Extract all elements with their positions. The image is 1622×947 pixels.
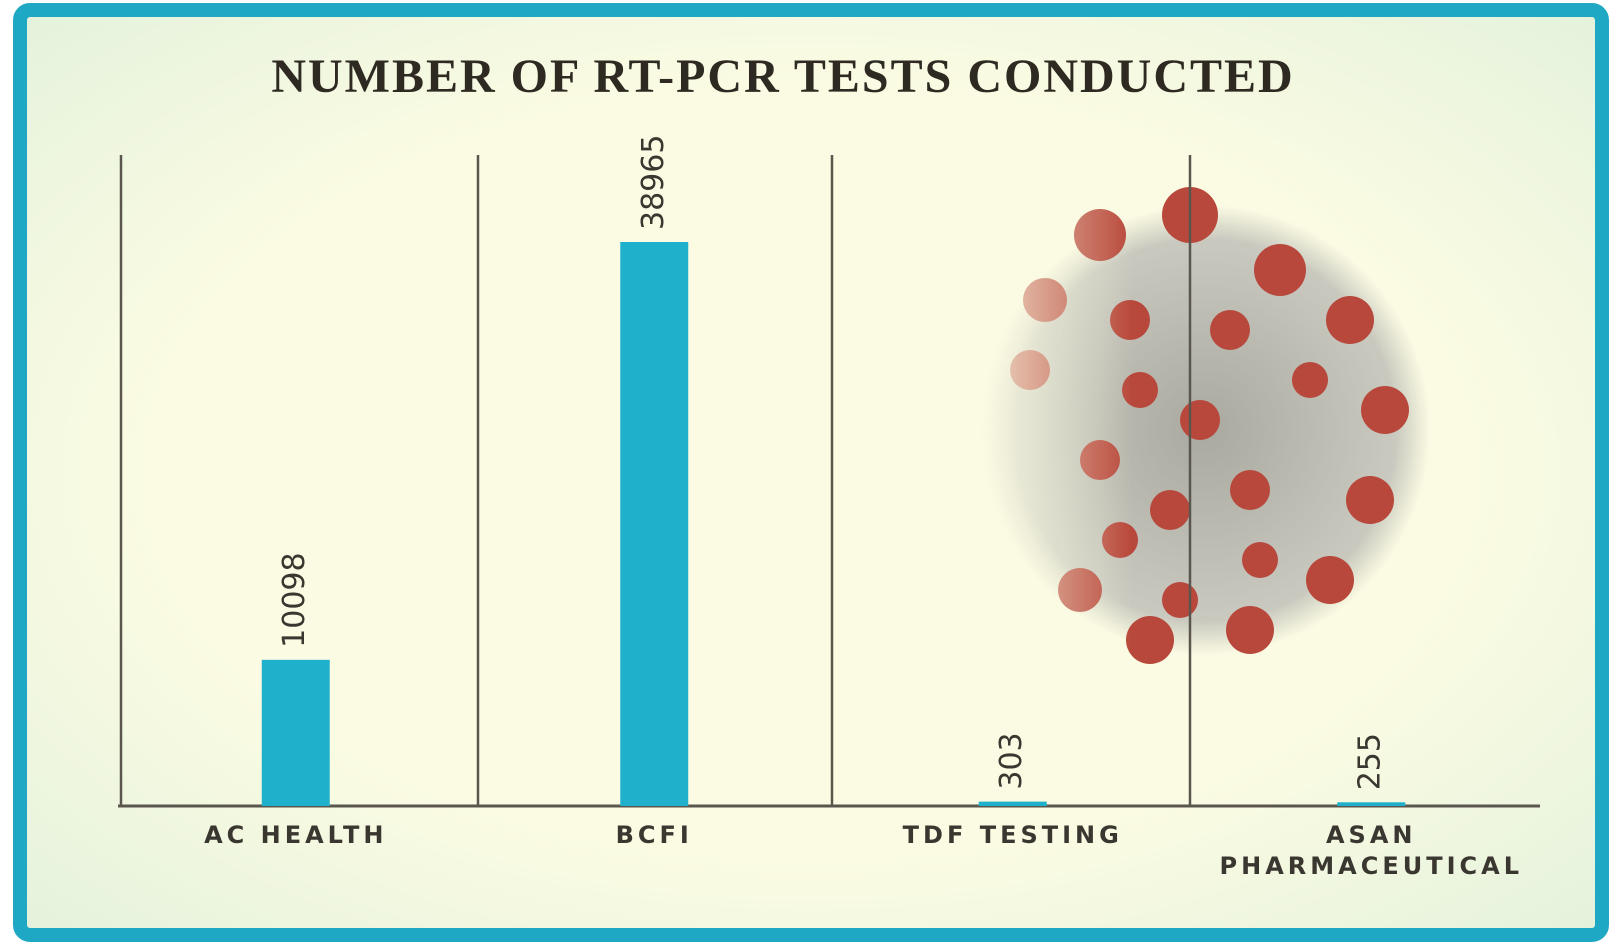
x-tick-label: AC HEALTH	[204, 821, 387, 849]
page: NUMBER OF RT-PCR TESTS CONDUCTED AC HEAL…	[0, 0, 1622, 947]
value-label: 255	[1353, 733, 1388, 790]
bar	[979, 802, 1047, 806]
chart: NUMBER OF RT-PCR TESTS CONDUCTED AC HEAL…	[0, 0, 1622, 947]
value-label: 10098	[277, 552, 312, 647]
x-tick-label: TDF TESTING	[903, 821, 1123, 849]
chart-title: NUMBER OF RT-PCR TESTS CONDUCTED	[271, 50, 1294, 103]
value-label: 303	[994, 732, 1029, 789]
bar	[620, 242, 688, 806]
bar	[262, 660, 330, 806]
bar	[1337, 802, 1405, 806]
x-tick-label: BCFI	[616, 821, 693, 849]
value-label: 38965	[636, 135, 671, 230]
